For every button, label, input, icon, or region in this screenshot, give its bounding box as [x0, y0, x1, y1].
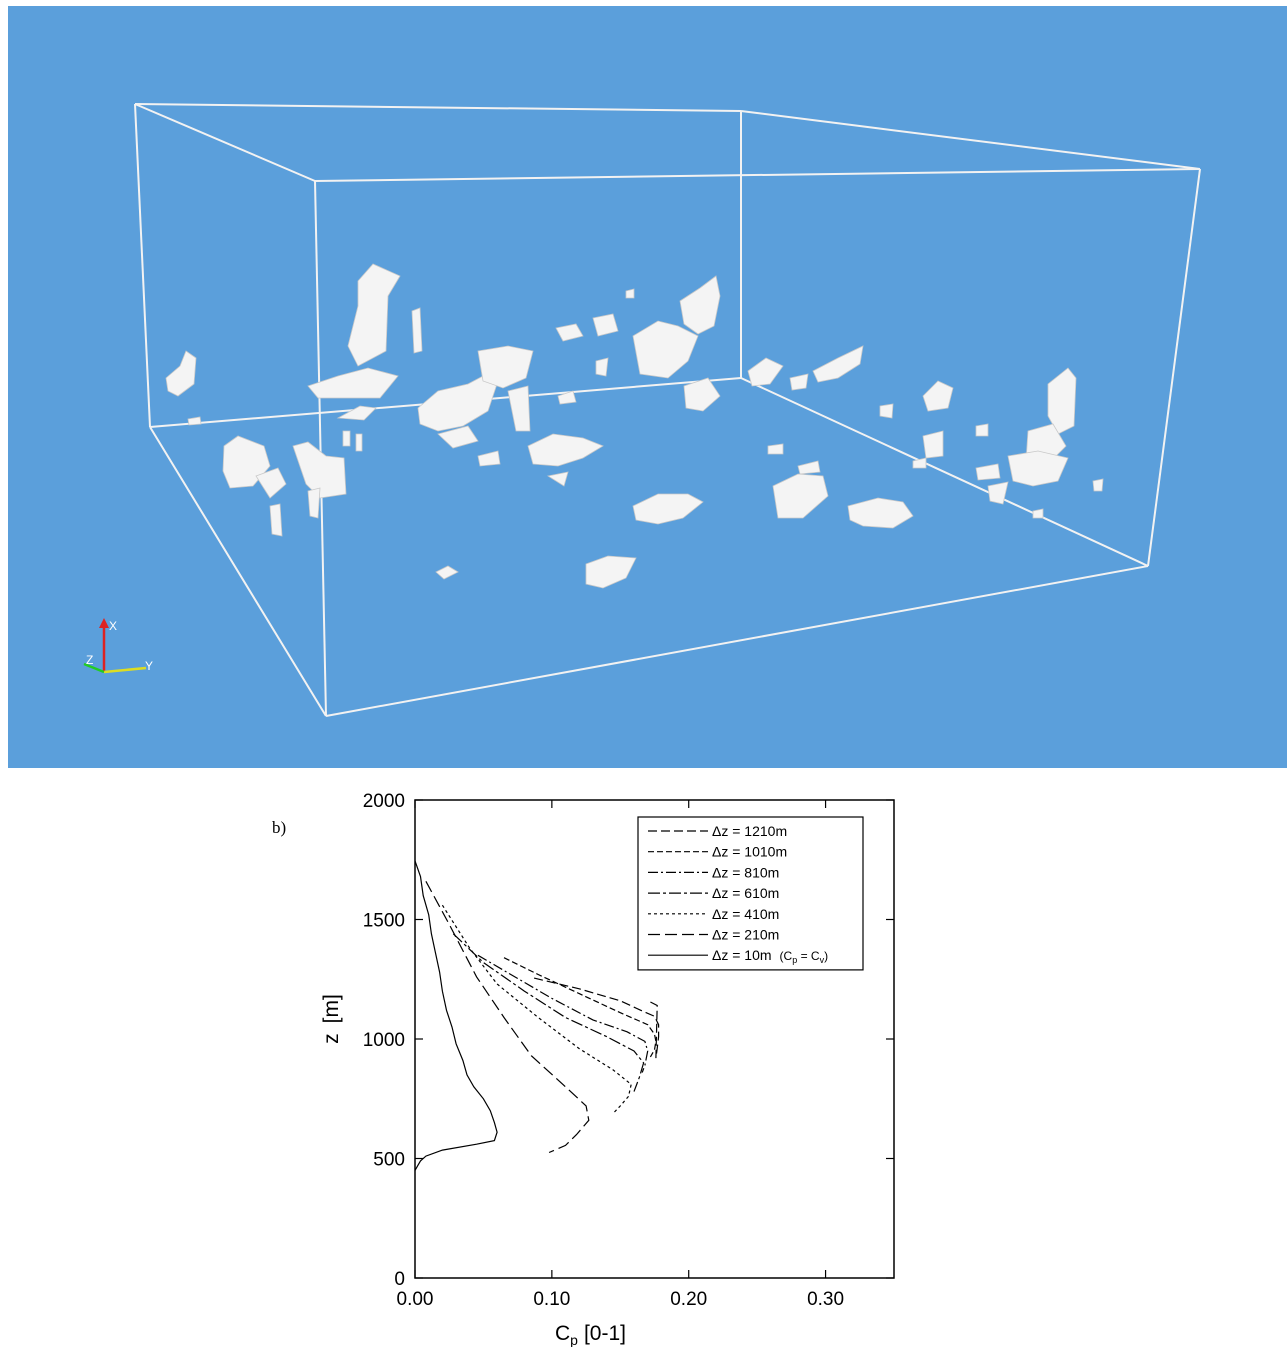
- series-line: [452, 933, 645, 1092]
- box-edge: [314, 168, 1201, 182]
- series-line: [533, 977, 660, 1059]
- cloud-blob: [477, 345, 534, 389]
- x-axis-title: Cp [0-1]: [555, 1322, 626, 1347]
- cloud-blob: [847, 497, 914, 529]
- x-axis-arrowhead: [99, 618, 109, 628]
- x-tick-label: 0.10: [533, 1289, 570, 1310]
- cloud-blob: [165, 350, 197, 397]
- cloud-blob: [922, 380, 954, 412]
- cloud-blob: [417, 375, 499, 432]
- cloud-blob: [555, 323, 584, 342]
- cloud-blob: [772, 473, 829, 519]
- panel-b-label: b): [272, 818, 287, 837]
- cloud-blob: [595, 357, 609, 377]
- cloud-blob: [435, 565, 459, 580]
- box-edge: [325, 565, 1149, 717]
- y-tick-label: 0: [394, 1269, 405, 1290]
- x-axis-label: X: [109, 619, 117, 633]
- cloud-blob: [797, 460, 821, 475]
- y-tick-label: 2000: [363, 791, 405, 812]
- legend-entry: Δz = 810m: [712, 864, 779, 880]
- x-tick-label: 0.20: [670, 1289, 707, 1310]
- axis-ticks: 0.00 0.10 0.20 0.30 0 500 1000 1500 2000: [363, 791, 894, 1310]
- cloud-blob: [187, 416, 202, 426]
- 3d-cloud-visualization: X Y Z: [8, 6, 1287, 768]
- x-tick-label: 0.30: [807, 1289, 844, 1310]
- cloud-blob: [683, 377, 721, 412]
- y-axis-title: z[m]: [320, 994, 343, 1044]
- legend-entry: Δz = 410m: [712, 906, 779, 922]
- legend: Δz = 1210m Δz = 1010m Δz = 810m Δz = 610m Δz…: [637, 816, 864, 971]
- box-edge: [314, 180, 327, 717]
- cloud-blob: [1047, 367, 1077, 435]
- y-tick-label: 1500: [363, 911, 405, 932]
- legend-entry: Δz = 210m: [712, 927, 779, 943]
- series-line: [503, 957, 657, 1058]
- series-line: [414, 860, 498, 1171]
- bounding-box: [134, 103, 1201, 717]
- cloud-blob: [292, 441, 347, 499]
- cloud-blob: [922, 430, 944, 459]
- y-tick-label: 1000: [363, 1030, 405, 1051]
- cloud-blob: [355, 433, 363, 452]
- series-line: [477, 954, 649, 1073]
- series-line: [441, 904, 632, 1114]
- cloud-blob: [557, 390, 577, 405]
- cloud-isosurfaces: [165, 263, 1104, 589]
- y-axis-label: Y: [145, 659, 153, 673]
- cloud-blob: [507, 385, 531, 432]
- box-edge: [740, 377, 1149, 567]
- cloud-blob: [255, 467, 287, 499]
- cloud-blob: [347, 263, 401, 367]
- cloud-blob: [789, 373, 809, 391]
- cp-profile-chart: 0.00 0.10 0.20 0.30 0 500 1000 1500 2000 Cp [0-1]…: [320, 791, 895, 1347]
- box-edge: [134, 103, 742, 112]
- cloud-blob: [592, 313, 619, 337]
- cloud-blob: [632, 493, 704, 525]
- cloud-blob: [975, 423, 989, 437]
- cloud-blob: [1032, 508, 1044, 519]
- cloud-blob: [437, 425, 479, 449]
- cloud-blob: [987, 481, 1009, 505]
- cloud-blob: [632, 320, 699, 379]
- cloud-blob: [625, 288, 635, 299]
- cloud-blob: [747, 357, 784, 387]
- legend-entry: Δz = 610m: [712, 885, 779, 901]
- cloud-blob: [336, 405, 377, 421]
- cloud-blob: [975, 463, 1001, 481]
- box-edge: [134, 103, 316, 182]
- cloud-blob: [307, 367, 399, 399]
- series-line: [425, 881, 590, 1154]
- 3d-scene: X Y Z: [83, 103, 1201, 717]
- cloud-blob: [1092, 478, 1104, 492]
- cloud-blob: [767, 443, 784, 455]
- cloud-blob: [477, 450, 501, 467]
- box-edge: [149, 426, 327, 717]
- x-tick-label: 0.00: [397, 1289, 434, 1310]
- cloud-blob: [1007, 450, 1069, 487]
- cloud-blob: [269, 503, 283, 537]
- cloud-blob: [307, 487, 321, 519]
- cloud-blob: [679, 275, 721, 335]
- cloud-blob: [912, 457, 927, 469]
- cloud-blob: [585, 555, 637, 589]
- cloud-blob: [342, 430, 351, 447]
- cloud-blob: [812, 345, 864, 383]
- cloud-blob: [546, 471, 569, 487]
- series-group: [414, 860, 660, 1171]
- box-edge: [134, 103, 151, 428]
- z-axis-arrow: [83, 662, 105, 674]
- y-axis-arrow: [103, 666, 147, 674]
- cloud-blob: [879, 403, 894, 419]
- y-tick-label: 500: [373, 1150, 405, 1171]
- cloud-blob: [527, 433, 604, 467]
- z-axis-label: Z: [86, 653, 93, 667]
- box-edge: [740, 110, 1201, 170]
- axes-triad: X Y Z: [83, 618, 153, 674]
- legend-entry: Δz = 10m (Cp = Cv): [712, 947, 828, 965]
- box-edge: [1147, 168, 1201, 567]
- cloud-blob: [411, 307, 423, 354]
- legend-entry: Δz = 1210m: [712, 823, 787, 839]
- legend-entry: Δz = 1010m: [712, 844, 787, 860]
